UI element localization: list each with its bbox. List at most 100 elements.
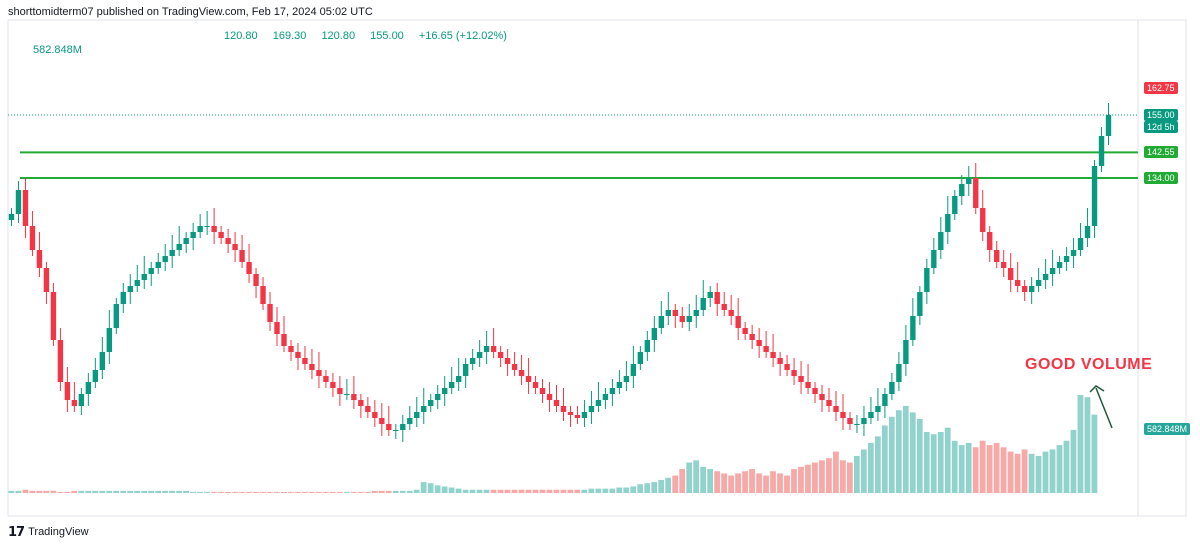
volume-bar <box>1021 449 1028 493</box>
candle-body <box>414 412 420 418</box>
candle-body <box>1042 274 1049 280</box>
candle-body <box>980 208 986 232</box>
candle-body <box>476 352 483 358</box>
volume-bar <box>993 442 1000 493</box>
volume-bar <box>672 475 679 493</box>
volume-bar <box>742 471 748 493</box>
volume-bar <box>1000 447 1007 493</box>
candle-body <box>777 358 783 364</box>
volume-bar <box>350 491 357 493</box>
volume-bar <box>791 469 797 493</box>
candle-body <box>1035 280 1042 286</box>
volume-bar <box>525 489 532 493</box>
candle-body <box>812 388 818 394</box>
volume-bar <box>895 410 902 493</box>
volume-bar <box>176 490 182 493</box>
volume-bar <box>951 440 958 493</box>
candle-body <box>868 412 874 418</box>
volume-bar <box>1028 453 1035 493</box>
volume-bar <box>728 475 734 493</box>
volume-bar <box>22 489 29 493</box>
volume-bar <box>721 473 727 493</box>
candle-body <box>1021 286 1028 292</box>
volume-bar <box>211 491 217 493</box>
candle-body <box>462 364 469 376</box>
candle-body <box>791 370 797 376</box>
volume-bar <box>315 491 322 493</box>
volume-bar <box>260 491 266 493</box>
volume-bar <box>930 434 937 493</box>
candle-body <box>1063 256 1070 262</box>
volume-bar <box>923 432 930 493</box>
volume-bar <box>853 455 860 493</box>
volume-bar <box>239 491 245 493</box>
volume-bar <box>602 488 609 493</box>
candle-body <box>1070 250 1077 256</box>
candle-body <box>64 382 71 400</box>
candle-body <box>29 226 36 250</box>
candle-body <box>945 214 951 232</box>
candle-body <box>994 250 1000 262</box>
candle-body <box>854 424 860 425</box>
ohlc-close: 155.00 <box>370 30 404 42</box>
volume-bar <box>735 473 741 493</box>
price-tag-1: 155.00 <box>1144 109 1178 121</box>
publisher-info: shorttomidterm07 published on TradingVie… <box>8 6 373 18</box>
price-tag-countdown: 12d 5h <box>1144 121 1178 133</box>
candle-body <box>1028 286 1035 292</box>
volume-bar <box>253 491 259 493</box>
volume-bar <box>937 432 944 493</box>
volume-bar <box>1014 453 1021 493</box>
candle-body <box>574 415 581 418</box>
volume-bar <box>274 491 280 493</box>
volume-bar <box>798 466 804 493</box>
volume-bar <box>833 451 839 493</box>
volume-bar <box>434 485 441 493</box>
volume-bar <box>497 489 504 493</box>
candle-body <box>847 418 853 424</box>
volume-bar <box>448 487 455 493</box>
candle-body <box>532 382 539 388</box>
volume-bar <box>609 488 616 493</box>
candle-body <box>819 394 825 400</box>
volume-bar <box>392 490 399 493</box>
volume-bar <box>183 490 189 493</box>
volume-bar <box>29 490 36 493</box>
candle-body <box>120 292 126 304</box>
volume-bar <box>78 490 85 493</box>
volume-bar <box>357 491 364 493</box>
candle-body <box>469 358 476 364</box>
volume-bar <box>413 489 420 493</box>
candle-body <box>176 244 182 250</box>
candle-body <box>1049 268 1056 274</box>
candle-body <box>896 364 902 382</box>
volume-bar <box>483 489 490 493</box>
candle-body <box>316 370 322 376</box>
volume-bar <box>322 491 329 493</box>
volume-bar <box>155 490 162 493</box>
tradingview-footer[interactable]: 𝟭𝟳 TradingView <box>8 524 89 540</box>
candle-body <box>99 352 106 370</box>
volume-bar <box>71 490 78 493</box>
chart-frame <box>7 19 1187 517</box>
volume-bar <box>378 490 385 493</box>
volume-bar <box>336 491 343 493</box>
candle-body <box>889 382 895 394</box>
volume-bar <box>553 489 560 493</box>
candle-body <box>218 232 224 238</box>
volume-bar <box>567 489 574 493</box>
candle-body <box>71 400 78 406</box>
volume-bar <box>225 491 231 493</box>
volume-bar <box>658 479 665 493</box>
candle-body <box>700 298 706 310</box>
volume-bar <box>92 490 99 493</box>
volume-bar <box>812 462 818 493</box>
volume-bar <box>162 490 169 493</box>
volume-bar <box>134 490 141 493</box>
candle-body <box>1105 115 1112 136</box>
volume-bar <box>944 427 951 493</box>
volume-bar <box>574 489 581 493</box>
volume-bar <box>148 490 155 493</box>
volume-bar <box>204 491 210 493</box>
